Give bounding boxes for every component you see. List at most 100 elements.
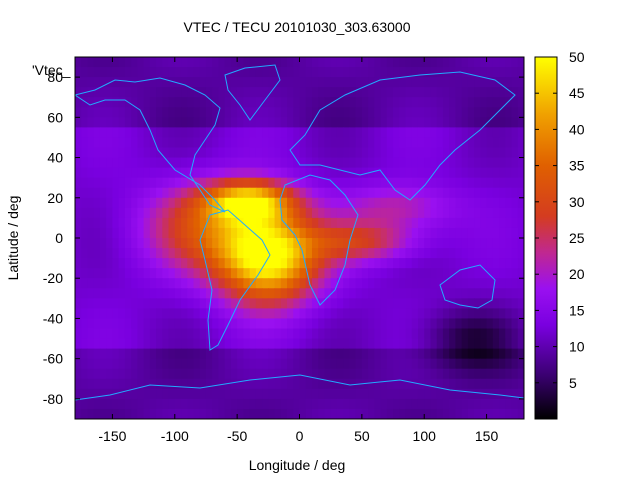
heatmap-cell (436, 207, 444, 219)
heatmap-cell (424, 217, 432, 229)
heatmap-cell (355, 348, 363, 360)
x-tick-label: 50 (354, 428, 370, 444)
heatmap-cell (455, 288, 463, 299)
heatmap-cell (149, 328, 157, 340)
heatmap-cell (386, 87, 394, 98)
heatmap-cell (237, 147, 244, 159)
heatmap-cell (517, 97, 524, 108)
heatmap-cell (492, 268, 500, 279)
heatmap-cell (436, 248, 444, 259)
heatmap-cell (293, 87, 301, 98)
heatmap-cell (417, 227, 425, 239)
heatmap-cell (224, 137, 232, 149)
heatmap-cell (380, 127, 388, 139)
heatmap-cell (162, 248, 170, 259)
heatmap-cell (424, 258, 432, 269)
heatmap-cell (505, 177, 513, 189)
heatmap-cell (181, 97, 188, 108)
heatmap-cell (449, 298, 457, 309)
heatmap-cell (424, 408, 432, 419)
heatmap-cell (205, 117, 213, 128)
heatmap-cell (311, 217, 319, 229)
heatmap-cell (99, 227, 107, 239)
heatmap-cell (374, 147, 382, 159)
heatmap-cell (137, 57, 145, 68)
heatmap-cell (124, 258, 132, 269)
heatmap-cell (436, 147, 444, 159)
heatmap-cell (112, 217, 120, 229)
heatmap-cell (243, 217, 251, 229)
heatmap-cell (461, 67, 469, 78)
heatmap-cell (124, 207, 132, 219)
heatmap-cell (467, 288, 475, 299)
heatmap-cell (511, 338, 519, 350)
heatmap-cell (336, 167, 344, 179)
heatmap-cell (287, 67, 294, 78)
heatmap-cell (243, 268, 251, 279)
heatmap-cell (112, 87, 120, 98)
heatmap-cell (318, 87, 326, 98)
heatmap-cell (212, 308, 220, 320)
heatmap-cell (262, 157, 269, 169)
heatmap-cell (449, 368, 457, 380)
heatmap-cell (118, 398, 126, 410)
heatmap-cell (99, 378, 107, 390)
heatmap-cell (405, 207, 413, 219)
heatmap-cell (386, 197, 394, 209)
heatmap-cell (417, 127, 425, 139)
heatmap-cell (149, 137, 157, 149)
heatmap-cell (168, 137, 176, 149)
heatmap-cell (118, 308, 126, 320)
heatmap-cell (386, 167, 394, 179)
heatmap-cell (262, 107, 269, 118)
x-axis-ticks: -150 -100 -50 0 50 100 150 (98, 57, 498, 444)
heatmap-cell (411, 278, 419, 289)
heatmap-cell (330, 167, 338, 179)
heatmap-cell (436, 358, 444, 370)
heatmap-cell (118, 348, 126, 360)
heatmap-cell (230, 177, 238, 189)
heatmap-cell (287, 207, 294, 219)
heatmap-cell (492, 227, 500, 239)
heatmap-cell (467, 358, 475, 370)
heatmap-cell (181, 127, 188, 139)
heatmap-cell (368, 67, 375, 78)
heatmap-cell (205, 268, 213, 279)
heatmap-cell (330, 157, 338, 169)
heatmap-cell (330, 67, 338, 78)
heatmap-cell (274, 288, 282, 299)
heatmap-cell (411, 328, 419, 340)
heatmap-cell (399, 288, 407, 299)
heatmap-cell (492, 308, 500, 320)
heatmap-cell (174, 107, 182, 118)
heatmap-cell (449, 258, 457, 269)
heatmap-cell (168, 67, 176, 78)
heatmap-cell (118, 97, 126, 108)
heatmap-cell (517, 67, 524, 78)
heatmap-cell (149, 87, 157, 98)
heatmap-cell (499, 217, 506, 229)
heatmap-cell (417, 408, 425, 419)
heatmap-cell (262, 187, 269, 199)
heatmap-cell (149, 408, 157, 419)
heatmap-cell (411, 197, 419, 209)
heatmap-cell (293, 328, 301, 340)
heatmap-cell (212, 107, 220, 118)
heatmap-cell (174, 388, 182, 400)
heatmap-cell (349, 77, 357, 88)
heatmap-cell (455, 207, 463, 219)
heatmap-cell (230, 278, 238, 289)
heatmap-cell (274, 107, 282, 118)
heatmap-cell (311, 117, 319, 128)
heatmap-cell (368, 57, 375, 68)
heatmap-cell (168, 388, 176, 400)
heatmap-cell (193, 378, 201, 390)
heatmap-cell (224, 167, 232, 179)
heatmap-cell (181, 238, 188, 249)
heatmap-cell (156, 177, 163, 189)
y-tick-label: 80 (47, 69, 63, 85)
heatmap-cell (255, 147, 263, 159)
heatmap-cell (480, 87, 488, 98)
heatmap-cell (299, 318, 307, 330)
heatmap-cell (137, 238, 145, 249)
